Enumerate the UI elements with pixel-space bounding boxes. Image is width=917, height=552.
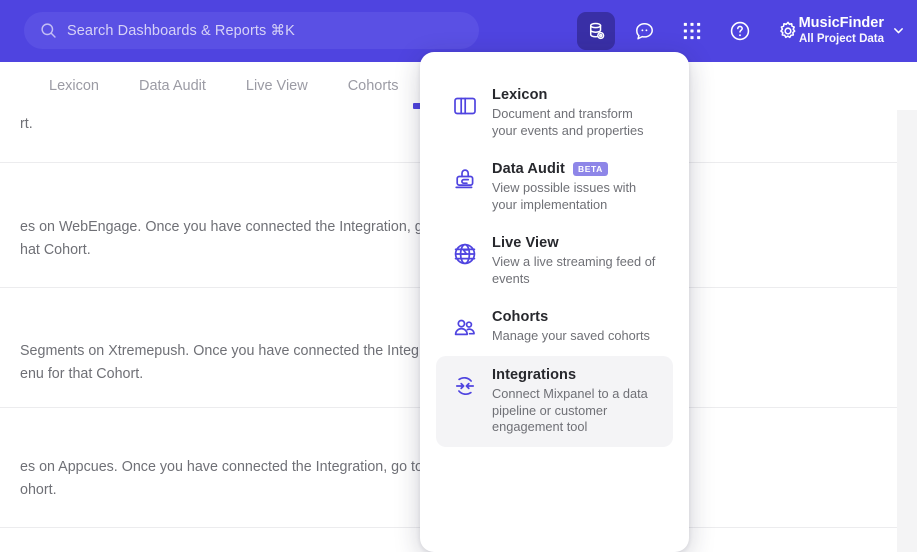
- menu-item-cohorts[interactable]: Cohorts Manage your saved cohorts: [436, 298, 673, 356]
- chat-bubble-icon[interactable]: [625, 12, 663, 50]
- search-input[interactable]: Search Dashboards & Reports ⌘K: [24, 12, 479, 49]
- help-question-icon[interactable]: [721, 12, 759, 50]
- header-icon-group: [577, 0, 817, 62]
- menu-item-title-row: Integrations: [492, 367, 659, 383]
- status-badge: BETA: [572, 162, 608, 176]
- data-management-icon[interactable]: [577, 12, 615, 50]
- menu-item-description: Manage your saved cohorts: [492, 328, 650, 343]
- menu-item-live-view[interactable]: Live View View a live streaming feed of …: [436, 224, 673, 298]
- menu-item-integrations[interactable]: Integrations Connect Mixpanel to a data …: [436, 356, 673, 447]
- row-line: hat Cohort.: [20, 242, 91, 258]
- stethoscope-audit-icon: [448, 163, 482, 197]
- menu-item-title: Integrations: [492, 367, 577, 383]
- tab-data-audit[interactable]: Data Audit: [138, 78, 206, 94]
- menu-item-lexicon[interactable]: Lexicon Document and transform your even…: [436, 76, 673, 150]
- menu-item-description: View possible issues with your implement…: [492, 180, 637, 212]
- globe-icon: [448, 237, 482, 271]
- menu-item-body: Integrations Connect Mixpanel to a data …: [482, 367, 659, 436]
- search-icon: [40, 22, 57, 39]
- tab-live-view[interactable]: Live View: [245, 78, 308, 94]
- project-switcher[interactable]: MusicFinder All Project Data: [799, 0, 905, 62]
- app-header: Search Dashboards & Reports ⌘K: [0, 0, 917, 62]
- tab-lexicon[interactable]: Lexicon: [49, 78, 99, 94]
- row-text: rt.: [0, 110, 897, 136]
- integrations-arrows-icon: [448, 369, 482, 403]
- menu-item-description: Connect Mixpanel to a data pipeline or c…: [492, 386, 648, 434]
- lexicon-panel-icon: [448, 89, 482, 123]
- vertical-scrollbar[interactable]: [897, 62, 917, 552]
- data-management-menu: Lexicon Document and transform your even…: [420, 52, 689, 552]
- menu-item-title: Live View: [492, 235, 559, 251]
- chevron-down-icon: [892, 24, 905, 39]
- menu-item-body: Live View View a live streaming feed of …: [482, 235, 659, 287]
- menu-item-title-row: Live View: [492, 235, 659, 251]
- menu-item-title-row: Lexicon: [492, 87, 659, 103]
- row-line: enu for that Cohort.: [20, 366, 144, 382]
- menu-item-description: View a live streaming feed of events: [492, 254, 656, 286]
- menu-item-body: Cohorts Manage your saved cohorts: [482, 309, 650, 345]
- row-line: rt.: [20, 116, 33, 132]
- project-subtitle: All Project Data: [799, 33, 884, 45]
- menu-item-body: Lexicon Document and transform your even…: [482, 87, 659, 139]
- menu-item-description: Document and transform your events and p…: [492, 106, 644, 138]
- project-name: MusicFinder: [798, 15, 884, 31]
- menu-item-title-row: Cohorts: [492, 309, 650, 325]
- gear-settings-icon[interactable]: [769, 12, 807, 50]
- search-placeholder: Search Dashboards & Reports ⌘K: [67, 22, 295, 39]
- project-text: MusicFinder All Project Data: [799, 15, 884, 47]
- tab-cohorts[interactable]: Cohorts: [347, 78, 399, 94]
- people-group-icon: [448, 311, 482, 345]
- menu-item-title: Cohorts: [492, 309, 549, 325]
- row-line: ohort.: [20, 482, 57, 498]
- menu-item-title-row: Data Audit BETA: [492, 161, 659, 177]
- menu-item-data-audit[interactable]: Data Audit BETA View possible issues wit…: [436, 150, 673, 224]
- menu-item-title: Lexicon: [492, 87, 548, 103]
- menu-item-body: Data Audit BETA View possible issues wit…: [482, 161, 659, 213]
- apps-grid-icon[interactable]: [673, 12, 711, 50]
- menu-item-title: Data Audit: [492, 161, 565, 177]
